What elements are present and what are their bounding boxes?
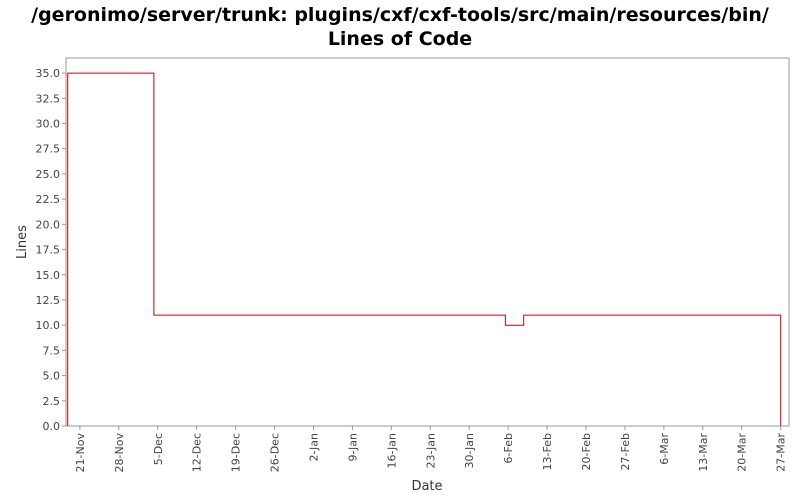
- y-tick-label: 35.0: [36, 67, 61, 80]
- x-tick-label: 16-Jan: [385, 433, 398, 469]
- x-tick-label: 13-Feb: [541, 433, 554, 470]
- x-tick-label: 27-Feb: [619, 433, 632, 470]
- y-tick-label: 12.5: [36, 294, 61, 307]
- x-tick-label: 6-Feb: [502, 433, 515, 463]
- y-tick-label: 30.0: [36, 118, 61, 131]
- series-line: [67, 72, 782, 426]
- chart-title-line-1: /geronimo/server/trunk: plugins/cxf/cxf-…: [31, 4, 769, 26]
- x-tick-label: 6-Mar: [658, 433, 671, 465]
- x-tick-label: 9-Jan: [346, 433, 359, 462]
- y-axis-label: Lines: [15, 225, 30, 259]
- x-tick-label: 26-Dec: [269, 433, 282, 472]
- x-tick-label: 13-Mar: [697, 433, 710, 472]
- y-axis: 0.0 2.5 5.0 7.5 10.0 12.5 15.0 17.5 20.0 22.5 25.0…: [36, 67, 66, 433]
- y-tick-label: 7.5: [43, 344, 61, 357]
- x-tick-label: 19-Dec: [230, 433, 243, 472]
- x-tick-label: 30-Jan: [463, 433, 476, 469]
- x-axis: 21-Nov 28-Nov 5-Dec 12-Dec 19-Dec 26-Dec 2-Jan…: [74, 426, 788, 472]
- y-tick-label: 25.0: [36, 168, 61, 181]
- y-tick-label: 27.5: [36, 143, 61, 156]
- series-layer: [67, 72, 782, 426]
- x-axis-label: Date: [411, 479, 442, 494]
- y-tick-label: 20.0: [36, 218, 61, 231]
- y-tick-label: 15.0: [36, 269, 61, 282]
- x-tick-label: 12-Dec: [191, 433, 204, 472]
- x-tick-label: 21-Nov: [74, 433, 87, 473]
- y-tick-label: 22.5: [36, 193, 61, 206]
- chart-title-line-2: Lines of Code: [327, 28, 473, 50]
- x-tick-label: 5-Dec: [152, 433, 165, 465]
- plot-area: [65, 57, 790, 427]
- x-tick-label: 27-Mar: [775, 433, 788, 472]
- y-tick-label: 0.0: [43, 420, 61, 433]
- y-tick-label: 10.0: [36, 319, 61, 332]
- y-tick-label: 5.0: [43, 370, 61, 383]
- x-tick-label: 20-Feb: [580, 433, 593, 470]
- x-tick-label: 20-Mar: [736, 433, 749, 472]
- y-tick-label: 32.5: [36, 92, 61, 105]
- y-tick-label: 2.5: [43, 395, 61, 408]
- x-tick-label: 28-Nov: [113, 433, 126, 473]
- x-tick-label: 2-Jan: [307, 433, 320, 462]
- x-tick-label: 23-Jan: [424, 433, 437, 469]
- y-tick-label: 17.5: [36, 244, 61, 257]
